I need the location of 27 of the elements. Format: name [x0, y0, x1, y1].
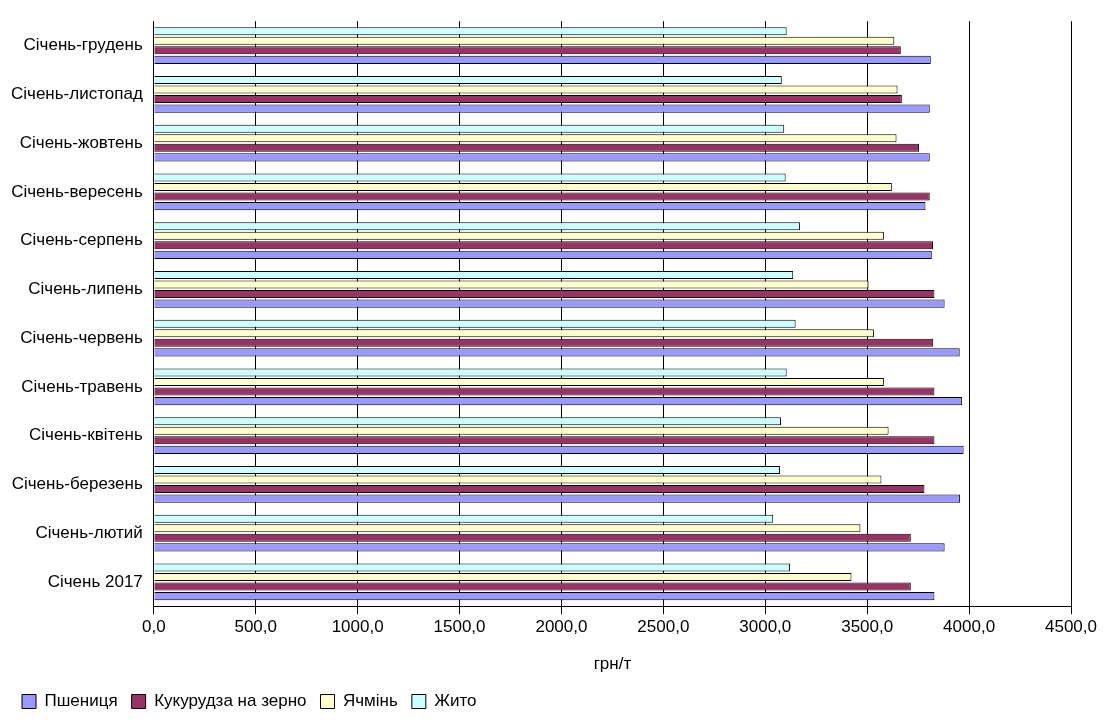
y-tick-label: Січень-жовтень — [19, 132, 143, 152]
x-tick-label: 1000,0 — [331, 617, 384, 637]
x-tick-label: 4500,0 — [1045, 617, 1097, 637]
legend-label: Кукурудза на зерно — [154, 691, 307, 711]
legend-label: Жито — [434, 691, 477, 711]
legend-label: Пшениця — [44, 691, 118, 711]
y-tick-label: Січень-грудень — [23, 35, 143, 55]
x-tick-label: 3500,0 — [841, 617, 894, 637]
y-tick-label: Січень 2017 — [47, 571, 143, 591]
y-tick-label: Січень-травень — [21, 376, 143, 396]
y-tick-label: Січень-червень — [20, 327, 143, 347]
y-tick-label: Січень-липень — [28, 279, 143, 299]
y-tick-label: Січень-лютий — [35, 522, 143, 542]
y-tick-label: Січень-березень — [11, 474, 143, 494]
y-tick-label: Січень-серпень — [20, 230, 143, 250]
y-tick-label: Січень-вересень — [11, 181, 143, 201]
y-tick-label: Січень-листопад — [10, 84, 143, 104]
x-axis-title: грн/т — [593, 654, 632, 674]
x-tick-label: 2500,0 — [637, 617, 690, 637]
x-tick-label: 3000,0 — [739, 617, 792, 637]
y-tick-label: Січень-квітень — [29, 425, 143, 445]
x-tick-label: 4000,0 — [943, 617, 996, 637]
x-tick-label: 500,0 — [234, 617, 277, 637]
x-tick-label: 2000,0 — [535, 617, 588, 637]
legend-label: Ячмінь — [342, 691, 398, 711]
x-tick-label: 1500,0 — [433, 617, 486, 637]
x-tick-label: 0,0 — [142, 617, 166, 637]
